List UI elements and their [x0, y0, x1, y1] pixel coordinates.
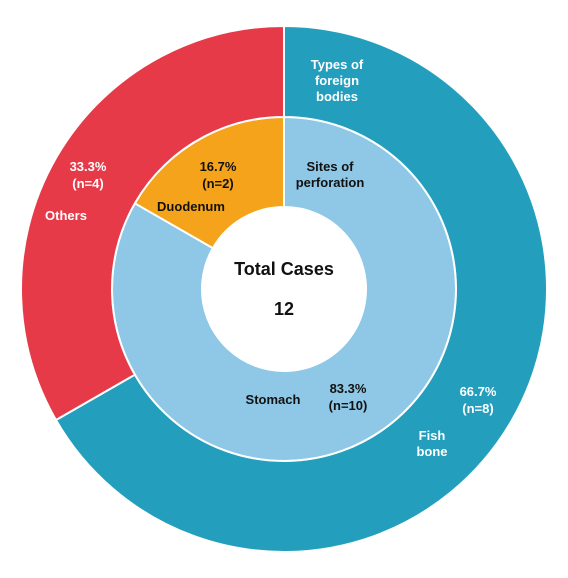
value-label: 83.3% — [329, 381, 367, 396]
donut-segment — [20, 24, 285, 422]
category-label: Others — [45, 208, 87, 223]
value-label: 16.7% — [199, 159, 237, 174]
ring-label: Sites of perforation — [295, 159, 365, 190]
count-label: (n=10) — [328, 398, 368, 413]
donut-segment — [54, 24, 548, 553]
category-label: Duodenum — [157, 199, 225, 214]
count-label: (n=8) — [462, 401, 494, 416]
count-label: (n=2) — [202, 176, 234, 191]
category-label: Stomach — [245, 392, 301, 407]
value-label: 33.3% — [69, 159, 107, 174]
value-label: 66.7% — [459, 384, 497, 399]
ring-label: Types of foreign bodies — [310, 57, 364, 104]
category-label: Fish bone — [416, 428, 448, 459]
center-label: Total Cases — [234, 259, 334, 279]
donut-hole — [202, 207, 366, 371]
center-total: 12 — [273, 299, 295, 319]
count-label: (n=4) — [72, 176, 104, 191]
